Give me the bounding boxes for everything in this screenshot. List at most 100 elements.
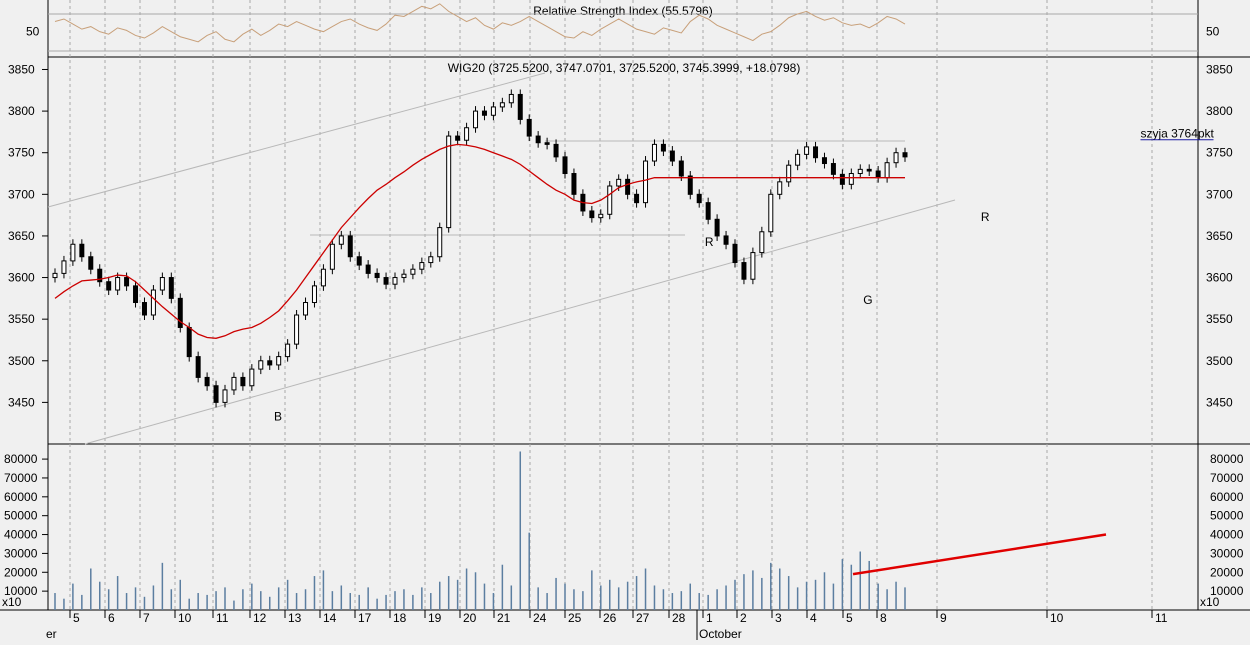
x-tick-label: 8 [880, 611, 887, 625]
candle-body [839, 173, 845, 185]
x-tick-label: 17 [358, 611, 372, 625]
x-tick-label: 24 [533, 611, 547, 625]
x-tick-label: 6 [108, 611, 115, 625]
candle-body [455, 135, 461, 141]
candle-body [88, 256, 94, 270]
x-tick-label: 28 [672, 611, 686, 625]
candle-body [902, 152, 908, 158]
price-y-tick-left: 3600 [8, 271, 35, 285]
volume-y-tick-left: 10000 [4, 584, 38, 598]
volume-y-tick-left: 80000 [4, 452, 38, 466]
candle-body [669, 150, 675, 162]
candle-body [231, 376, 237, 391]
price-y-tick-left: 3850 [8, 62, 35, 76]
candle-body [365, 264, 371, 274]
candle-body [830, 163, 836, 175]
candle-body [276, 356, 282, 366]
candle-body [589, 210, 595, 219]
candle-body [106, 281, 112, 291]
candle-body [490, 106, 496, 116]
candle-body [186, 326, 192, 358]
x-tick-label: 20 [463, 611, 477, 625]
candle-body [61, 260, 67, 274]
x-month-label: October [699, 627, 742, 640]
candle-body [285, 343, 291, 358]
price-annotation: R [981, 210, 990, 224]
candle-body [696, 193, 702, 204]
volume-y-tick-left: 20000 [4, 565, 38, 579]
x-tick-label: 19 [428, 611, 442, 625]
candle-body [562, 156, 568, 175]
x-tick-label: 4 [810, 611, 817, 625]
candle-body [884, 162, 890, 179]
candle-body [786, 164, 792, 183]
candle-body [79, 243, 85, 258]
candle-body [813, 146, 819, 159]
volume-y-tick-right: 20000 [1210, 565, 1244, 579]
channel-upper-line [47, 72, 546, 208]
candle-body [607, 185, 613, 215]
volume-y-tick-right: 70000 [1210, 471, 1244, 485]
x-tick-label: 14 [323, 611, 337, 625]
candle-body [338, 235, 344, 245]
x-tick-label: 1 [706, 611, 713, 625]
candle-body [428, 256, 434, 264]
candle-body [52, 272, 58, 279]
price-annotation: R [705, 235, 714, 249]
price-annotation: B [274, 410, 282, 424]
candle-body [866, 168, 872, 172]
candle-body [204, 376, 210, 387]
x-tick-label: 11 [1155, 611, 1168, 625]
volume-y-tick-left: 30000 [4, 546, 38, 560]
candle-body [249, 368, 255, 387]
candle-body [893, 152, 899, 164]
candle-body [857, 168, 863, 175]
volume-y-tick-right: 10000 [1210, 584, 1244, 598]
x-tick-label: 11 [216, 611, 229, 625]
x-tick-label: 26 [603, 611, 617, 625]
x-tick-label: 5 [73, 611, 80, 625]
candle-body [437, 227, 443, 258]
volume-y-tick-right: 60000 [1210, 490, 1244, 504]
price-annotation: G [863, 293, 872, 307]
x-tick-label: 18 [393, 611, 407, 625]
candle-body [553, 143, 559, 158]
x-tick-label: 5 [846, 611, 853, 625]
candle-body [598, 213, 604, 219]
volume-trend-line [852, 533, 1107, 576]
candle-body [329, 243, 335, 270]
candle-body [750, 252, 756, 280]
candle-body [213, 385, 219, 403]
price-y-tick-left: 3500 [8, 354, 35, 368]
x-tick-label: 21 [497, 611, 511, 625]
candle-body [473, 110, 479, 129]
candle-body [141, 302, 147, 316]
volume-unit-left: x10 [2, 595, 22, 609]
candle-body [481, 110, 487, 116]
candle-body [544, 142, 550, 145]
price-y-tick-left: 3700 [8, 187, 35, 201]
candle-body [687, 175, 693, 195]
candle-body [732, 243, 738, 264]
candle-body [759, 231, 765, 254]
candle-body [124, 277, 130, 287]
candle-body [705, 202, 711, 220]
candle-body [311, 285, 317, 304]
candle-body [616, 178, 622, 187]
candle-body [303, 302, 309, 316]
candle-body [777, 181, 783, 195]
candle-body [464, 127, 470, 141]
candle-body [419, 262, 425, 270]
candle-body [222, 389, 228, 403]
candle-body [240, 376, 246, 387]
candle-body [526, 118, 532, 137]
price-y-tick-left: 3750 [8, 146, 35, 160]
candle-body [97, 268, 103, 283]
candle-body [320, 268, 326, 287]
candle-body [347, 235, 353, 258]
candle-body [634, 193, 640, 204]
candle-body [177, 297, 183, 328]
volume-y-tick-left: 40000 [4, 528, 38, 542]
candle-body [499, 102, 505, 108]
candle-body [267, 360, 273, 366]
